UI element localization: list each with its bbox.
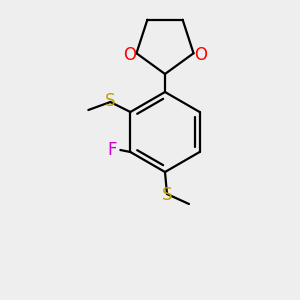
Text: O: O: [123, 46, 136, 64]
Text: S: S: [162, 186, 172, 204]
Text: S: S: [105, 92, 116, 110]
Text: O: O: [194, 46, 207, 64]
Text: F: F: [108, 141, 117, 159]
